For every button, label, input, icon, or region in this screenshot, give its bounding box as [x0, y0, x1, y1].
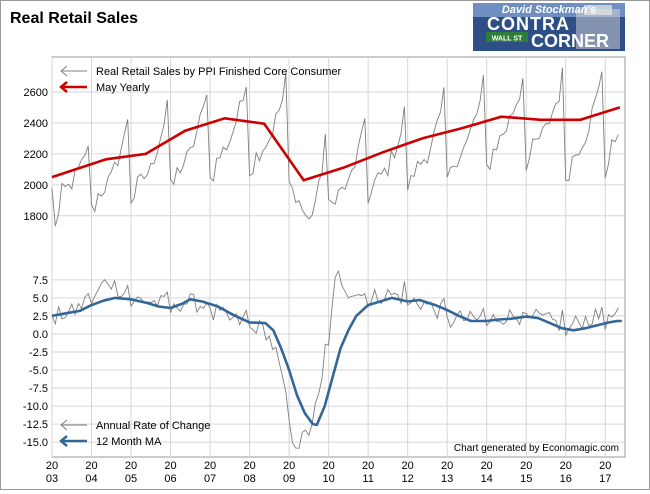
- x-tick-label-top: 20: [85, 460, 97, 472]
- legend-label-annual-rate: Annual Rate of Change: [96, 420, 210, 432]
- x-tick-label-bottom: 07: [204, 473, 216, 485]
- legend-label-retail-sales: Real Retail Sales by PPI Finished Core C…: [96, 66, 342, 78]
- logo-sign: WALL ST: [492, 36, 523, 43]
- plot-area: 1800 2000 2200 2400 2600 7.5 5.0 2.5 0.0 -2.5 -5.…: [23, 56, 626, 485]
- series-layer: [51, 67, 622, 449]
- arrow-left-icon: [59, 435, 68, 447]
- x-tick-label-bottom: 04: [85, 473, 97, 485]
- lower-y-tick-label: -10.0: [23, 401, 48, 413]
- upper-y-tick-label: 1800: [24, 211, 48, 223]
- series-line-retail-sales: [51, 67, 619, 227]
- lower-legend: Annual Rate of Change 12 Month MA: [59, 419, 210, 448]
- x-tick-label-top: 20: [283, 460, 295, 472]
- x-tick-label-bottom: 09: [283, 473, 295, 485]
- x-tick-label-top: 20: [125, 460, 137, 472]
- lower-y-tick-label: 2.5: [33, 311, 48, 323]
- upper-y-axis: 1800 2000 2200 2400 2600: [24, 87, 48, 223]
- lower-y-tick-label: -7.5: [29, 383, 48, 395]
- x-tick-label-top: 20: [204, 460, 216, 472]
- upper-y-tick-label: 2000: [24, 180, 48, 192]
- x-axis: 2003200420052006200720082009201020112012…: [46, 460, 611, 485]
- lower-y-tick-label: -2.5: [29, 347, 48, 359]
- logo-line2: CONTRA: [487, 14, 570, 34]
- logo-line3: CORNER: [531, 31, 609, 51]
- upper-y-tick-label: 2400: [24, 118, 48, 130]
- upper-legend: Real Retail Sales by PPI Finished Core C…: [59, 65, 342, 94]
- lower-y-tick-label: 7.5: [33, 275, 48, 287]
- x-tick-label-bottom: 03: [46, 473, 58, 485]
- x-tick-label-bottom: 13: [441, 473, 453, 485]
- x-tick-label-bottom: 05: [125, 473, 137, 485]
- upper-y-tick-label: 2200: [24, 149, 48, 161]
- contra-corner-logo: WALL ST David Stockman's CONTRA CORNER: [473, 3, 625, 51]
- x-tick-label-top: 20: [164, 460, 176, 472]
- x-tick-label-top: 20: [46, 460, 58, 472]
- chart-title: Real Retail Sales: [10, 10, 138, 27]
- logo-line1: David Stockman's: [502, 4, 596, 16]
- lower-y-axis: 7.5 5.0 2.5 0.0 -2.5 -5.0 -7.5 -10.0 -12.5 -15.0: [23, 275, 48, 449]
- series-line-may-yearly: [51, 106, 621, 182]
- series-line-12-month-ma: [51, 296, 622, 427]
- lower-y-tick-label: 5.0: [33, 293, 48, 305]
- plot-border: [51, 56, 626, 458]
- arrow-left-icon: [59, 81, 68, 93]
- x-tick-label-top: 20: [560, 460, 572, 472]
- lower-y-tick-label: -15.0: [23, 437, 48, 449]
- x-tick-label-bottom: 10: [322, 473, 334, 485]
- x-tick-label-bottom: 12: [402, 473, 414, 485]
- arrow-left-icon: [60, 65, 68, 77]
- x-tick-label-bottom: 11: [362, 473, 373, 485]
- arrow-left-icon: [60, 419, 68, 431]
- lower-y-tick-label: -12.5: [23, 419, 48, 431]
- x-tick-label-bottom: 15: [520, 473, 532, 485]
- x-tick-label-bottom: 16: [560, 473, 572, 485]
- legend-entry-annual-rate: Annual Rate of Change: [60, 419, 210, 432]
- x-tick-label-top: 20: [402, 460, 414, 472]
- legend-entry-12-month-ma: 12 Month MA: [59, 435, 162, 448]
- x-tick-label-top: 20: [481, 460, 493, 472]
- x-tick-label-top: 20: [243, 460, 255, 472]
- x-tick-label-bottom: 17: [599, 473, 611, 485]
- grid-lines: [51, 57, 625, 457]
- upper-y-tick-label: 2600: [24, 87, 48, 99]
- x-tick-label-top: 20: [441, 460, 453, 472]
- x-tick-label-top: 20: [520, 460, 532, 472]
- x-tick-label-bottom: 14: [481, 473, 493, 485]
- legend-entry-may-yearly: May Yearly: [59, 81, 150, 94]
- x-tick-label-top: 20: [599, 460, 611, 472]
- legend-label-12-month-ma: 12 Month MA: [96, 436, 162, 448]
- wall-street-sign-icon: [486, 32, 528, 42]
- x-tick-label-bottom: 08: [243, 473, 255, 485]
- legend-entry-retail-sales: Real Retail Sales by PPI Finished Core C…: [60, 65, 342, 78]
- credit-text: Chart generated by Economagic.com: [454, 443, 619, 454]
- x-tick-label-top: 20: [362, 460, 374, 472]
- x-tick-label-bottom: 06: [164, 473, 176, 485]
- lower-y-tick-label: -5.0: [29, 365, 48, 377]
- legend-label-may-yearly: May Yearly: [96, 82, 150, 94]
- lower-y-tick-label: 0.0: [33, 329, 48, 341]
- x-tick-label-top: 20: [322, 460, 334, 472]
